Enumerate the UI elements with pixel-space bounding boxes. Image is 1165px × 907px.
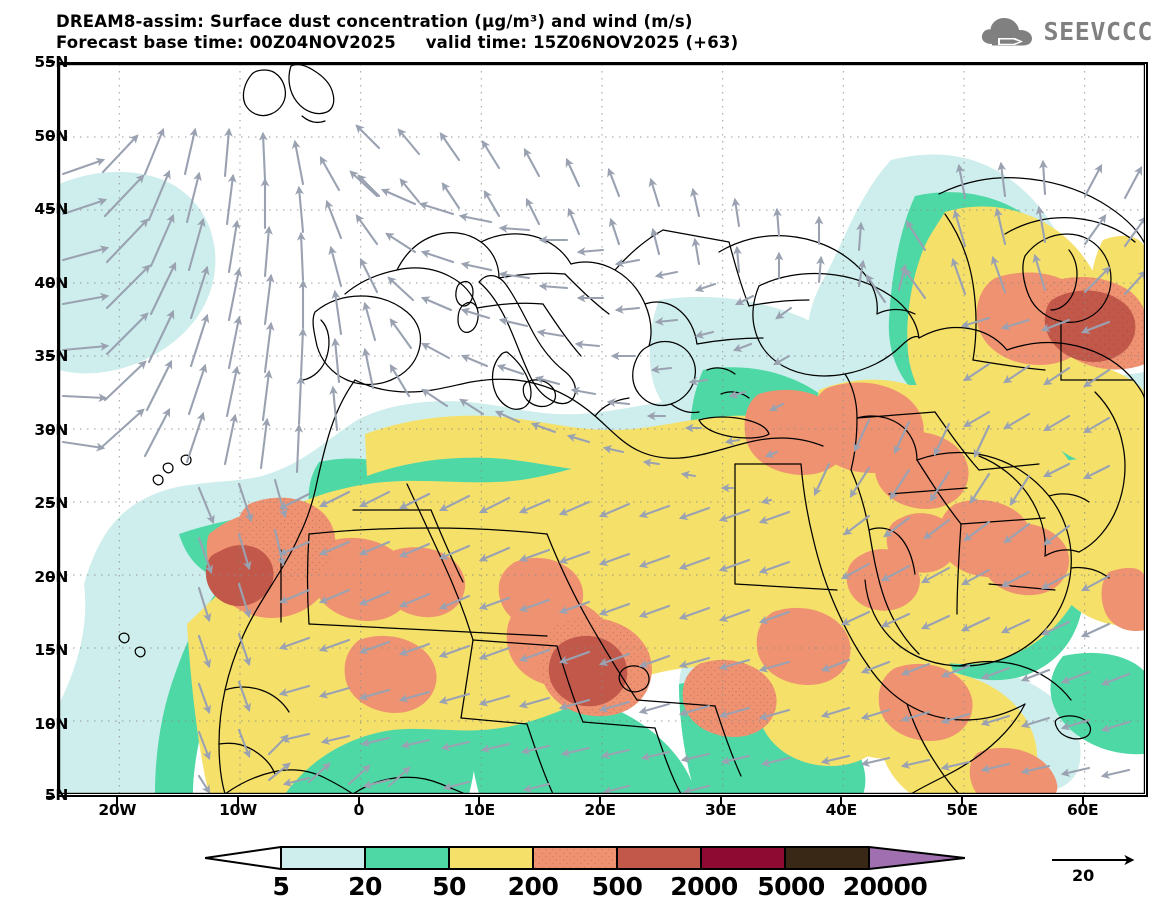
y-tick [46,502,55,504]
x-label-10w: 10W [219,801,257,819]
title-line-2: Forecast base time: 00Z04NOV2025 valid t… [56,33,739,53]
title-line-1: DREAM8-assim: Surface dust concentration… [56,12,693,31]
x-tick [478,797,481,806]
y-tick [46,722,55,725]
x-tick [840,797,843,806]
seevccc-logo: SEEVCCC [978,14,1153,48]
x-tick [237,797,239,806]
colorbar [204,845,966,871]
colorbar-label-5000: 5000 [757,872,825,901]
y-label-50n: 50N [34,126,68,145]
y-label-45n: 45N [34,200,68,218]
x-label-0: 0 [353,801,364,819]
colorbar-label-20000: 20000 [842,872,928,901]
x-label-20w: 20W [98,801,137,819]
x-label-30e: 30E [705,801,737,819]
map-canvas [59,64,1146,795]
x-tick [357,797,360,806]
colorbar-swatches [204,846,966,870]
y-label-55n: 55N [34,53,68,71]
cloud-icon [982,18,1033,46]
logo-text: SEEVCCC [1043,16,1153,46]
colorbar-label-5: 5 [272,872,290,901]
y-label-35n: 35N [34,347,68,365]
wind-scale-label: 20 [1072,866,1095,885]
y-label-40n: 40N [34,273,68,292]
y-tick [46,428,55,431]
colorbar-label-200: 200 [507,872,559,901]
colorbar-label-500: 500 [591,872,643,901]
x-tick [116,797,119,806]
x-tick [961,797,963,806]
chart-title: DREAM8-assim: Surface dust concentration… [56,11,738,54]
x-tick [1081,797,1084,806]
x-label-40e: 40E [825,801,858,819]
y-tick [46,208,55,210]
map-plot-area [57,62,1148,797]
y-tick [46,61,55,63]
y-label-25n: 25N [34,494,68,512]
colorbar-label-2000: 2000 [670,872,738,901]
y-label-20n: 20N [34,567,68,586]
y-tick [46,796,55,798]
dust-concentration-map [59,64,1145,794]
y-label-5n: 5N [44,786,68,804]
x-label-10e: 10E [463,801,496,819]
y-tick [46,281,55,284]
colorbar-labels: 5 20 50 200 500 2000 5000 20000 [205,872,965,902]
y-label-30n: 30N [34,420,68,439]
y-tick [46,575,55,578]
y-tick [46,355,55,357]
x-tick [599,797,601,806]
x-label-60e: 60E [1067,801,1099,819]
colorbar-label-50: 50 [432,872,466,901]
x-label-20e: 20E [584,801,616,819]
x-tick [719,797,722,806]
colorbar-label-20: 20 [348,872,382,901]
x-label-50e: 50E [946,801,978,819]
y-label-10n: 10N [34,714,68,733]
y-label-15n: 15N [34,641,68,659]
y-tick [46,134,55,137]
y-tick [46,649,55,651]
wind-scale-key [1052,855,1135,865]
wind-vectors [61,124,1145,794]
